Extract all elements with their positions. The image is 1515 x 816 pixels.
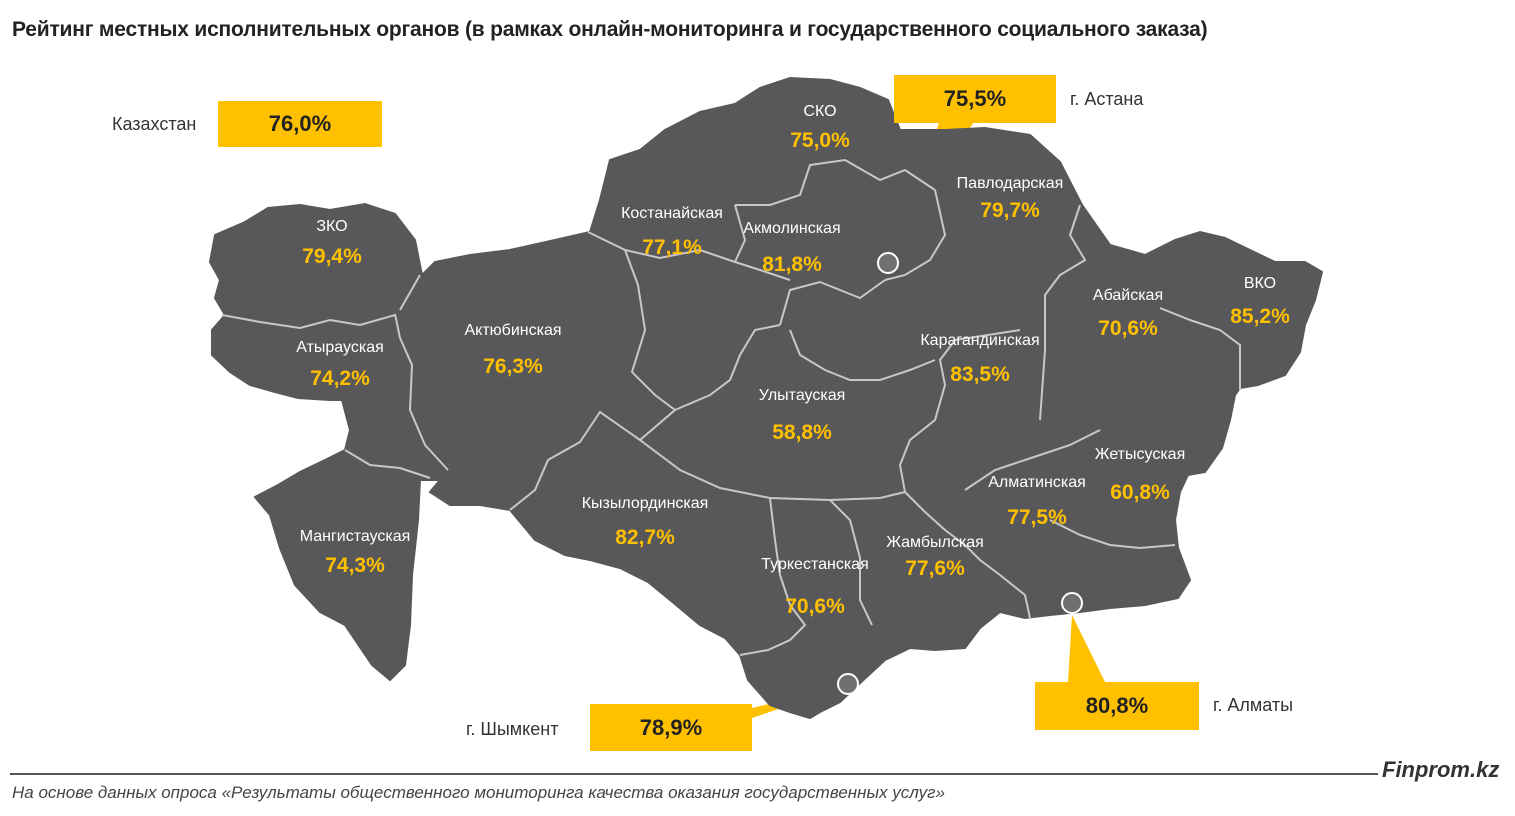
region-name-aktobe: Актюбинская: [464, 322, 561, 339]
region-value-kyzylorda: 82,7%: [615, 526, 675, 549]
region-value-turkestan: 70,6%: [785, 595, 845, 618]
region-value-zko: 79,4%: [302, 245, 362, 268]
almaty-label: г. Алматы: [1213, 695, 1294, 715]
region-name-mangistau: Мангистауская: [300, 528, 411, 545]
almaty-callout-pointer: [1068, 615, 1105, 682]
region-name-sko: СКО: [803, 103, 836, 120]
region-name-almaty-region: Алматинская: [988, 474, 1086, 491]
region-name-turkestan: Туркестанская: [761, 556, 868, 573]
region-name-zhambyl: Жамбылская: [886, 534, 984, 551]
region-name-vko: ВКО: [1244, 275, 1276, 292]
region-value-abay: 70,6%: [1098, 317, 1158, 340]
region-value-sko: 75,0%: [790, 129, 850, 152]
source-note: На основе данных опроса «Результаты обще…: [12, 783, 945, 802]
region-value-kostanay: 77,1%: [642, 236, 702, 259]
region-value-ulytau: 58,8%: [772, 421, 832, 444]
region-value-zhetysu: 60,8%: [1110, 481, 1170, 504]
kazakhstan-label: Казахстан: [112, 114, 197, 134]
region-name-kostanay: Костанайская: [621, 205, 723, 222]
astana-marker: [877, 252, 899, 274]
astana-value-box: 75,5%: [894, 75, 1056, 123]
region-value-almaty-region: 77,5%: [1007, 506, 1067, 529]
footer-divider: [10, 773, 1378, 775]
region-name-zhetysu: Жетысуская: [1095, 446, 1186, 463]
region-value-aktobe: 76,3%: [483, 355, 543, 378]
shymkent-label: г. Шымкент: [466, 719, 559, 739]
region-value-pavlodar: 79,7%: [980, 199, 1040, 222]
region-value-mangistau: 74,3%: [325, 554, 385, 577]
region-name-zko: ЗКО: [316, 218, 347, 235]
region-value-atyrau: 74,2%: [310, 367, 370, 390]
almaty-value-box: 80,8%: [1035, 682, 1199, 730]
chart-title: Рейтинг местных исполнительных органов (…: [12, 18, 1208, 41]
region-borders: [221, 158, 1241, 656]
region-name-akmola: Акмолинская: [743, 220, 840, 237]
region-value-akmola: 81,8%: [762, 253, 822, 276]
region-value-vko: 85,2%: [1230, 305, 1290, 328]
region-name-karaganda: Карагандинская: [920, 332, 1039, 349]
kazakhstan-outline: [208, 76, 1324, 720]
region-name-abay: Абайская: [1093, 287, 1163, 304]
region-name-atyrau: Атырауская: [296, 339, 384, 356]
shymkent-value-box: 78,9%: [590, 704, 752, 751]
region-value-zhambyl: 77,6%: [905, 557, 965, 580]
region-name-ulytau: Улытауская: [759, 387, 846, 404]
brand-logo-text: Finprom.kz: [1382, 757, 1500, 782]
astana-label: г. Астана: [1070, 89, 1144, 109]
region-value-karaganda: 83,5%: [950, 363, 1010, 386]
region-name-pavlodar: Павлодарская: [957, 175, 1064, 192]
region-name-kyzylorda: Кызылординская: [582, 495, 709, 512]
almaty-marker: [1061, 592, 1083, 614]
kazakhstan-value-box: 76,0%: [218, 101, 382, 147]
shymkent-marker: [837, 673, 859, 695]
